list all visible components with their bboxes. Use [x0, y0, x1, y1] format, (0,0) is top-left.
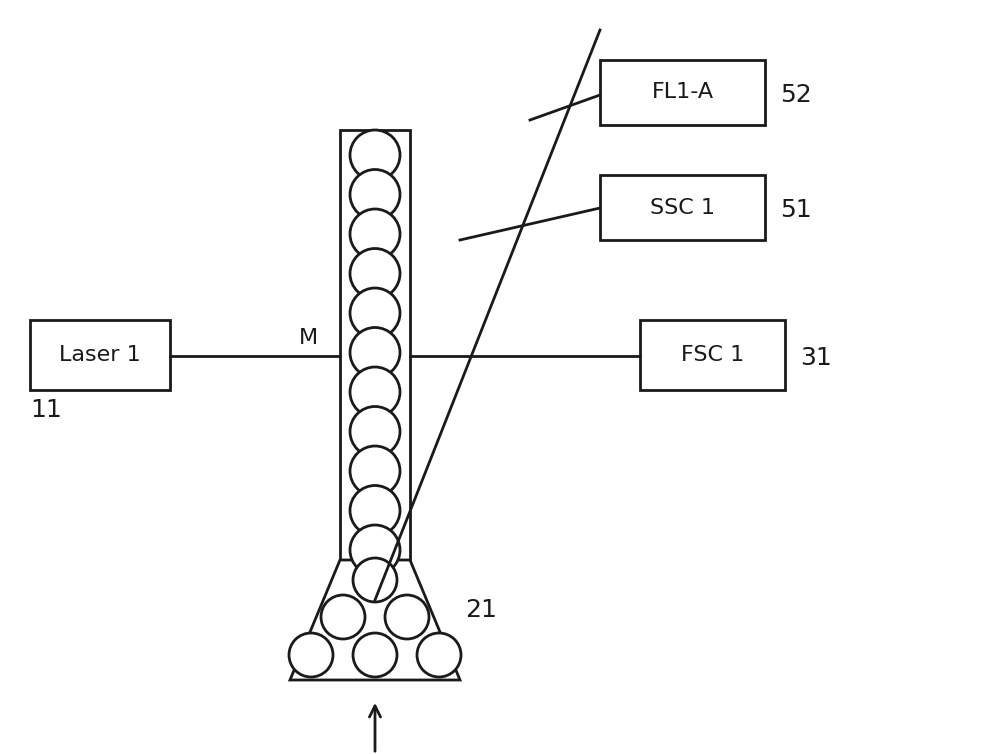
- Bar: [600, 175, 765, 240]
- Circle shape: [350, 486, 400, 535]
- Text: 31: 31: [800, 346, 832, 370]
- Circle shape: [350, 327, 400, 378]
- Bar: [600, 60, 765, 125]
- Circle shape: [350, 170, 400, 219]
- Circle shape: [350, 525, 400, 575]
- Circle shape: [350, 249, 400, 299]
- Text: 21: 21: [465, 598, 497, 622]
- Circle shape: [417, 633, 461, 677]
- Bar: [30, 320, 170, 390]
- Text: Laser 1: Laser 1: [59, 345, 141, 365]
- Circle shape: [353, 633, 397, 677]
- Text: FSC 1: FSC 1: [681, 345, 744, 365]
- Circle shape: [321, 595, 365, 639]
- Polygon shape: [290, 560, 460, 680]
- Text: M: M: [299, 328, 318, 348]
- Text: 51: 51: [780, 198, 812, 222]
- Circle shape: [350, 288, 400, 338]
- Circle shape: [350, 130, 400, 180]
- Circle shape: [353, 558, 397, 602]
- Bar: [340, 130, 410, 560]
- Text: 11: 11: [30, 398, 62, 422]
- Circle shape: [350, 367, 400, 417]
- Circle shape: [350, 446, 400, 496]
- Circle shape: [289, 633, 333, 677]
- Text: 52: 52: [780, 83, 812, 107]
- Circle shape: [385, 595, 429, 639]
- Text: FL1-A: FL1-A: [651, 82, 714, 103]
- Circle shape: [350, 209, 400, 259]
- Text: SSC 1: SSC 1: [650, 198, 715, 217]
- Circle shape: [350, 406, 400, 456]
- Bar: [640, 320, 785, 390]
